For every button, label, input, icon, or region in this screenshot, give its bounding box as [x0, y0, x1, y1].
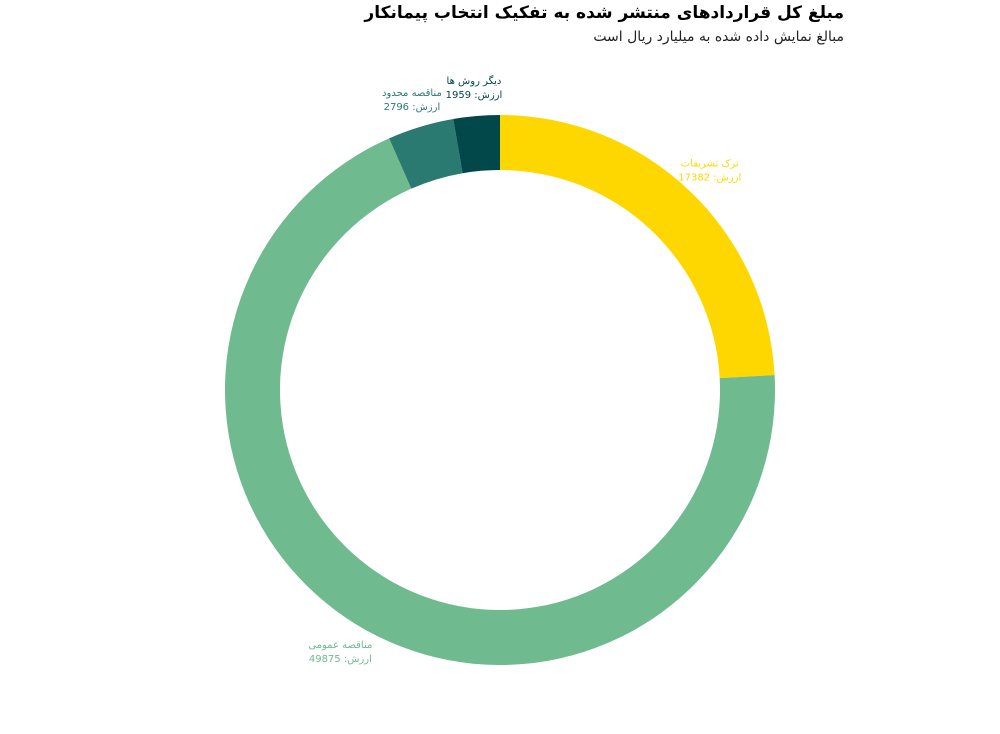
slice-label-3: دیگر روش ها ارزش: 1959 — [446, 75, 503, 101]
donut-slice-0[interactable] — [500, 115, 775, 379]
slice-value-label: ارزش: 17382 — [678, 173, 741, 184]
slice-label-1: مناقصه عمومی ارزش: 49875 — [308, 640, 372, 665]
slice-name-label: مناقصه محدود — [382, 88, 442, 99]
chart-title: مبلغ کل قراردادهای منتشر شده به تفکیک ان… — [364, 3, 844, 23]
slice-name-label: مناقصه عمومی — [308, 640, 372, 651]
slice-name-label: دیگر روش ها — [447, 75, 502, 87]
slice-name-label: ترک تشریفات — [681, 159, 739, 170]
slice-value-label: ارزش: 49875 — [309, 654, 372, 665]
slice-value-label: ارزش: 1959 — [446, 90, 503, 101]
slice-value-label: ارزش: 2796 — [384, 102, 441, 113]
slice-label-0: ترک تشریفات ارزش: 17382 — [678, 159, 741, 184]
slice-label-2: مناقصه محدود ارزش: 2796 — [382, 88, 442, 113]
chart-subtitle: مبالغ نمایش داده شده به میلیارد ریال است — [593, 29, 844, 45]
donut-slice-2[interactable] — [389, 119, 463, 189]
donut-slice-3[interactable] — [453, 115, 500, 174]
